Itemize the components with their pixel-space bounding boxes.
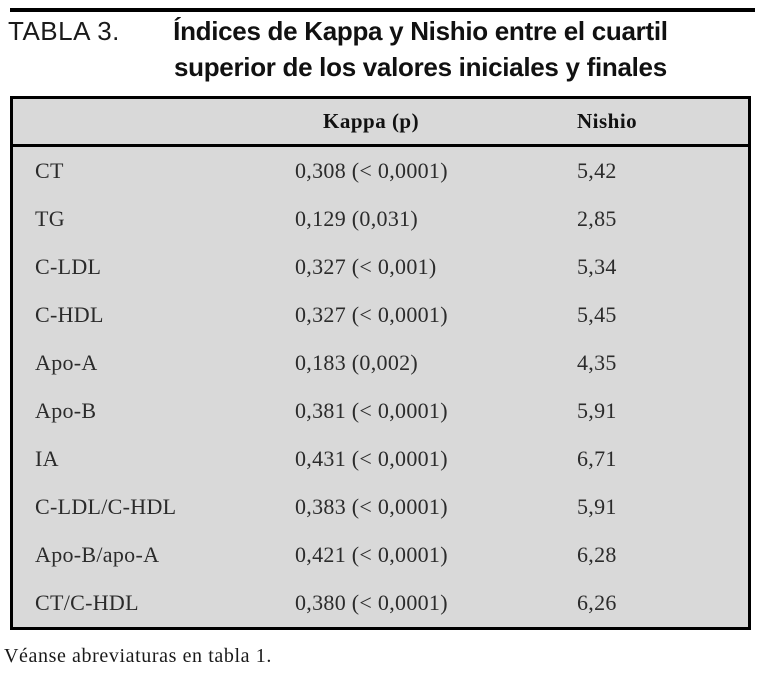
kappa-cell: 0,327 (< 0,0001) (295, 302, 448, 327)
table-body: CT 0,308 (< 0,0001) 5,42 TG 0,129 (0,031… (13, 147, 748, 627)
kappa-cell: 0,308 (< 0,0001) (295, 158, 448, 183)
table-row: C-HDL 0,327 (< 0,0001) 5,45 (13, 291, 748, 339)
table-row: Apo-A 0,183 (0,002) 4,35 (13, 339, 748, 387)
kappa-cell: 0,380 (< 0,0001) (295, 590, 448, 615)
nishio-column-header: Nishio (563, 99, 748, 147)
table-footnote: Véanse abreviaturas en tabla 1. (4, 645, 272, 667)
table-title-line1: Índices de Kappa y Nishio entre el cuart… (173, 16, 668, 46)
nishio-cell: 4,35 (577, 350, 617, 375)
nishio-cell: 2,85 (577, 206, 617, 231)
kappa-cell: 0,431 (< 0,0001) (295, 446, 448, 471)
table-row: TG 0,129 (0,031) 2,85 (13, 195, 748, 243)
header-row: Kappa (p) Nishio (13, 99, 748, 147)
kappa-cell: 0,129 (0,031) (295, 206, 419, 231)
param-cell: CT/C-HDL (35, 590, 139, 615)
nishio-cell: 6,71 (577, 446, 617, 471)
kappa-cell: 0,327 (< 0,001) (295, 254, 437, 279)
kappa-cell: 0,383 (< 0,0001) (295, 494, 448, 519)
nishio-cell: 5,91 (577, 494, 617, 519)
table-header: Kappa (p) Nishio (13, 99, 748, 147)
param-cell: C-HDL (35, 302, 104, 327)
nishio-cell: 5,34 (577, 254, 617, 279)
nishio-cell: 6,28 (577, 542, 617, 567)
table-title: Índices de Kappa y Nishio entre el cuart… (128, 13, 713, 85)
param-cell: C-LDL (35, 254, 102, 279)
kappa-cell: 0,421 (< 0,0001) (295, 542, 448, 567)
kappa-nishio-table: Kappa (p) Nishio CT 0,308 (< 0,0001) 5,4… (10, 96, 751, 630)
table-number-label: TABLA 3. (8, 16, 120, 46)
top-rule (10, 8, 755, 12)
param-cell: Apo-B (35, 398, 97, 423)
nishio-cell: 5,42 (577, 158, 617, 183)
table-row: C-LDL/C-HDL 0,383 (< 0,0001) 5,91 (13, 483, 748, 531)
kappa-cell: 0,183 (0,002) (295, 350, 419, 375)
param-cell: IA (35, 446, 59, 471)
table-row: CT 0,308 (< 0,0001) 5,42 (13, 147, 748, 195)
table-title-line2: superior de los valores iniciales y fina… (173, 52, 667, 82)
param-cell: TG (35, 206, 65, 231)
nishio-cell: 5,45 (577, 302, 617, 327)
nishio-cell: 5,91 (577, 398, 617, 423)
nishio-cell: 6,26 (577, 590, 617, 615)
param-cell: CT (35, 158, 64, 183)
param-cell: C-LDL/C-HDL (35, 494, 177, 519)
param-cell: Apo-A (35, 350, 98, 375)
kappa-column-header: Kappa (p) (283, 99, 563, 147)
param-cell: Apo-B/apo-A (35, 542, 160, 567)
table-row: CT/C-HDL 0,380 (< 0,0001) 6,26 (13, 579, 748, 627)
kappa-cell: 0,381 (< 0,0001) (295, 398, 448, 423)
table-row: IA 0,431 (< 0,0001) 6,71 (13, 435, 748, 483)
table-row: Apo-B 0,381 (< 0,0001) 5,91 (13, 387, 748, 435)
table-row: C-LDL 0,327 (< 0,001) 5,34 (13, 243, 748, 291)
table-row: Apo-B/apo-A 0,421 (< 0,0001) 6,28 (13, 531, 748, 579)
param-column-header (13, 99, 283, 147)
table-caption: TABLA 3. Índices de Kappa y Nishio entre… (8, 13, 755, 85)
